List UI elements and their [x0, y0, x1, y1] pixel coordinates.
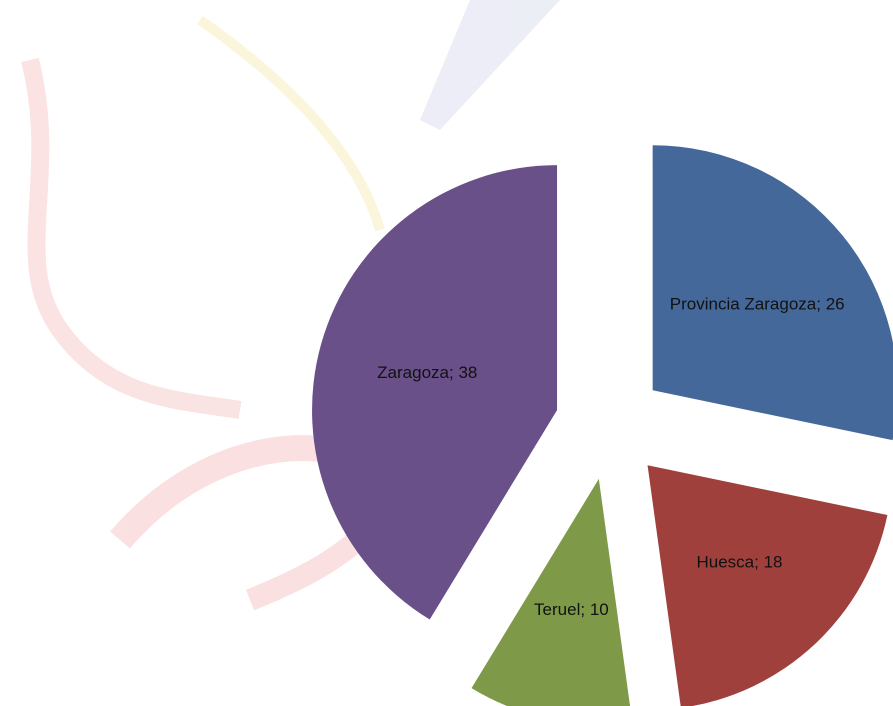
decor-shape	[420, 0, 560, 130]
page: Provincia Zaragoza; 26 Huesca; 18 Teruel; …	[0, 0, 893, 706]
data-label: Zaragoza; 38	[377, 363, 477, 382]
decor-curve	[200, 20, 380, 230]
decor-curve	[120, 448, 330, 540]
label-separator: ;	[449, 363, 458, 382]
label-value: 38	[458, 363, 477, 382]
data-label: Huesca; 18	[697, 553, 783, 572]
label-separator: ;	[580, 600, 589, 619]
label-category: Teruel	[534, 600, 580, 619]
label-category: Provincia Zaragoza	[670, 295, 817, 314]
label-category: Zaragoza	[377, 363, 449, 382]
pie	[312, 145, 893, 706]
label-category: Huesca	[697, 553, 755, 572]
label-value: 26	[826, 295, 845, 314]
pie-slice	[653, 145, 893, 440]
chart: Provincia Zaragoza; 26 Huesca; 18 Teruel; …	[0, 0, 893, 706]
label-value: 18	[764, 553, 783, 572]
data-label: Teruel; 10	[534, 600, 609, 619]
decor-curve	[30, 60, 240, 410]
label-separator: ;	[754, 553, 763, 572]
label-separator: ;	[816, 295, 825, 314]
data-label: Provincia Zaragoza; 26	[670, 295, 845, 314]
pie-slice	[648, 465, 888, 706]
label-value: 10	[590, 600, 609, 619]
pie-slice	[472, 479, 633, 706]
